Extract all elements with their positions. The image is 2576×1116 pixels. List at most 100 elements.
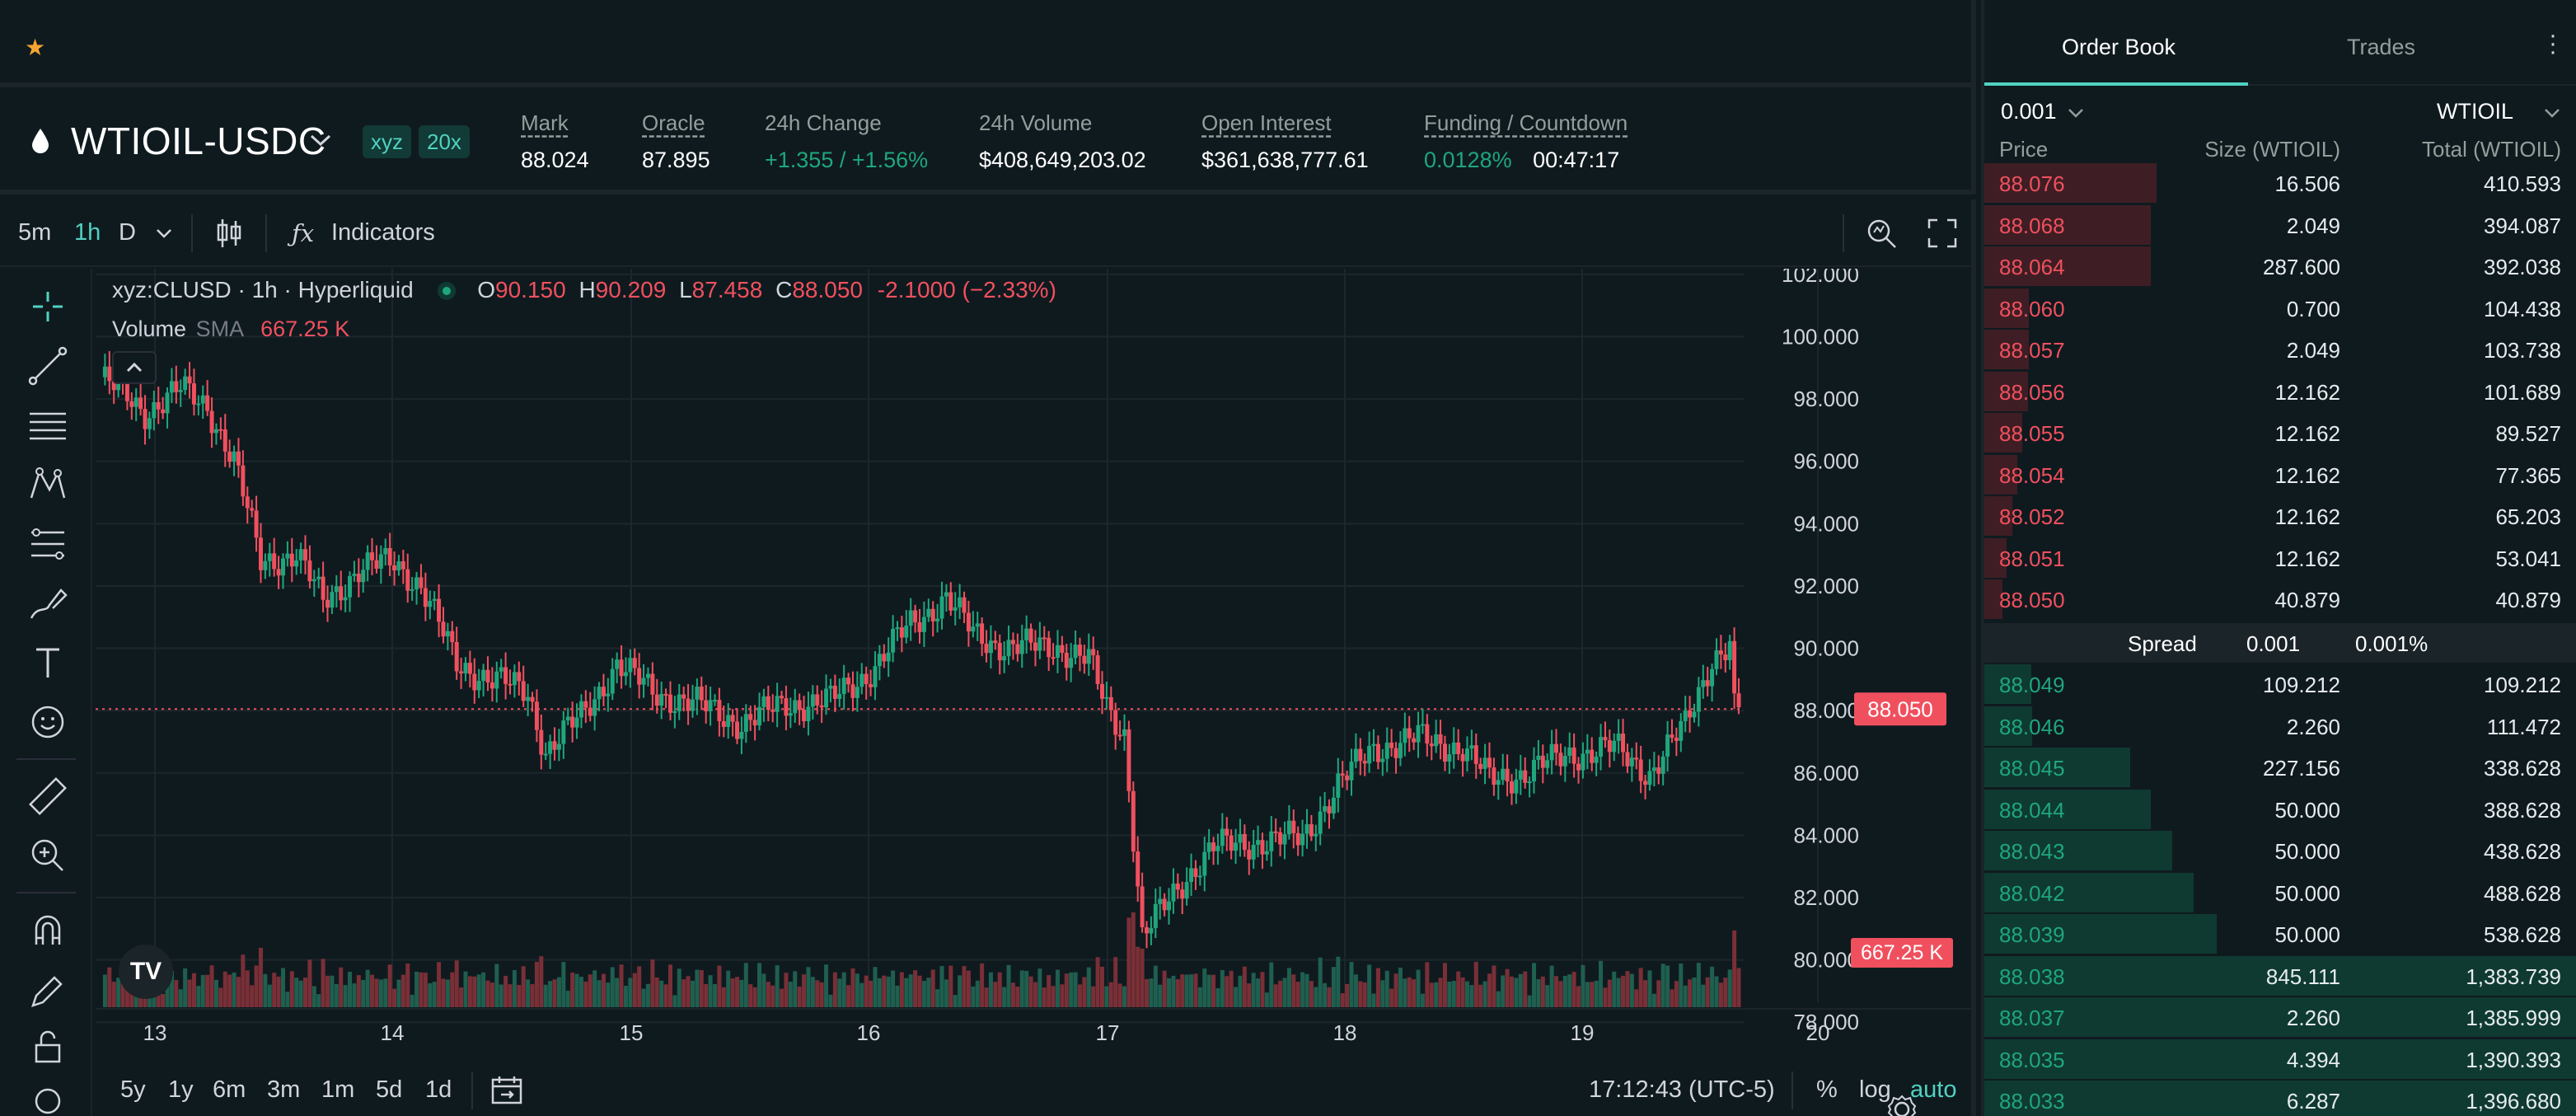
ask-row[interactable]: 88.060 0.700 104.438	[1984, 288, 2576, 328]
ask-row[interactable]: 88.052 12.162 65.203	[1984, 496, 2576, 536]
bid-row[interactable]: 88.033 6.287 1,396.680	[1984, 1081, 2576, 1116]
pattern-icon[interactable]	[25, 462, 71, 508]
ask-row[interactable]: 88.057 2.049 103.738	[1984, 330, 2576, 369]
tradingview-logo-icon[interactable]: TV	[119, 945, 173, 999]
tick-size-select[interactable]: 0.001	[2001, 99, 2057, 124]
tab-trades[interactable]: Trades	[2347, 35, 2416, 59]
bid-row[interactable]: 88.039 50.000 538.628	[1984, 914, 2576, 954]
emoji-icon[interactable]	[25, 699, 71, 745]
ask-row[interactable]: 88.056 12.162 101.689	[1984, 371, 2576, 411]
calendar-icon[interactable]	[489, 1073, 524, 1106]
volume-bar	[267, 984, 272, 1007]
volume-bar	[1225, 976, 1229, 1007]
candle-body	[1015, 644, 1020, 654]
candle-body	[650, 673, 655, 695]
bid-row[interactable]: 88.038 845.111 1,383.739	[1984, 955, 2576, 996]
chevron-down-icon[interactable]	[308, 132, 333, 148]
log-toggle[interactable]: log	[1859, 1076, 1891, 1103]
interval-5m[interactable]: 5m	[18, 219, 52, 246]
auto-toggle[interactable]: auto	[1910, 1076, 1957, 1103]
candle-body	[1220, 828, 1225, 846]
text-icon[interactable]	[25, 640, 71, 686]
stat-label[interactable]: Mark	[521, 110, 569, 135]
ruler-icon[interactable]	[25, 773, 71, 819]
chevron-down-icon[interactable]	[155, 227, 173, 239]
ask-row[interactable]: 88.064 287.600 392.038	[1984, 246, 2576, 286]
ask-row[interactable]: 88.068 2.049 394.087	[1984, 204, 2576, 245]
candle-body	[1042, 637, 1047, 640]
magnet-icon[interactable]	[25, 908, 71, 954]
candle-body	[1304, 823, 1309, 834]
range-1m[interactable]: 1m	[321, 1076, 355, 1103]
candle-body	[1393, 748, 1398, 758]
bid-row[interactable]: 88.045 227.156 338.628	[1984, 748, 2576, 787]
ask-row[interactable]: 88.054 12.162 77.365	[1984, 454, 2576, 495]
dex-badge: xyz	[363, 125, 411, 158]
volume-bar	[428, 982, 433, 1007]
settings-icon[interactable]	[1885, 1093, 1918, 1116]
ask-size: 12.162	[2274, 546, 2340, 571]
volume-bar	[601, 973, 606, 1007]
bid-row[interactable]: 88.035 4.394 1,390.393	[1984, 1039, 2576, 1079]
range-1y[interactable]: 1y	[168, 1076, 194, 1103]
chart-plot[interactable]: 102.000 100.000 98.000 96.000 94.000 92.000 90…	[96, 269, 1971, 1116]
range-3m[interactable]: 3m	[267, 1076, 301, 1103]
chevron-down-icon[interactable]	[2067, 107, 2085, 119]
candlestick-chart[interactable]: 102.000 100.000 98.000 96.000 94.000 92.000 90…	[96, 269, 1971, 1063]
volume-bar	[400, 974, 405, 1007]
bid-row[interactable]: 88.042 50.000 488.628	[1984, 872, 2576, 912]
ask-row[interactable]: 88.050 40.879 40.879	[1984, 579, 2576, 619]
crosshair-icon[interactable]	[25, 284, 71, 330]
ask-row[interactable]: 88.055 12.162 89.527	[1984, 413, 2576, 452]
stat-label[interactable]: Funding / Countdown	[1424, 110, 1628, 135]
volume-bar	[1612, 971, 1617, 1007]
range-1d[interactable]: 1d	[425, 1076, 452, 1103]
horizontal-lines-icon[interactable]	[25, 402, 71, 448]
bid-row[interactable]: 88.037 2.260 1,385.999	[1984, 997, 2576, 1037]
volume-bar	[437, 962, 442, 1007]
star-icon[interactable]: ★	[25, 35, 46, 60]
fib-icon[interactable]	[25, 521, 71, 567]
trendline-icon[interactable]	[25, 343, 71, 389]
more-vertical-icon[interactable]: · · ·	[2549, 21, 2557, 65]
zoom-search-icon[interactable]	[1864, 216, 1899, 251]
interval-1h[interactable]: 1h	[74, 219, 101, 246]
volume-bar	[218, 987, 223, 1007]
tab-order-book[interactable]: Order Book	[2062, 35, 2176, 59]
percent-toggle[interactable]: %	[1816, 1076, 1838, 1103]
candles-icon[interactable]	[213, 216, 246, 251]
bid-row[interactable]: 88.046 2.260 111.472	[1984, 706, 2576, 746]
bid-row[interactable]: 88.044 50.000 388.628	[1984, 789, 2576, 829]
lock-icon[interactable]	[25, 1024, 71, 1070]
bid-row[interactable]: 88.043 50.000 438.628	[1984, 831, 2576, 870]
volume-bar	[361, 979, 366, 1007]
range-6m[interactable]: 6m	[213, 1076, 246, 1103]
stat-label[interactable]: Oracle	[642, 110, 705, 135]
ask-row[interactable]: 88.051 12.162 53.041	[1984, 537, 2576, 578]
volume-bar	[1069, 972, 1074, 1007]
ask-row[interactable]: 88.076 16.506 410.593	[1984, 163, 2576, 203]
collapse-legend-button[interactable]	[112, 351, 157, 384]
bid-size: 2.260	[2286, 714, 2340, 739]
indicators-button[interactable]: Indicators	[331, 219, 435, 246]
bid-row[interactable]: 88.049 109.212 109.212	[1984, 664, 2576, 704]
volume-bar	[1416, 969, 1421, 1007]
brush-icon[interactable]	[25, 580, 71, 626]
legend-high: 90.209	[595, 277, 667, 302]
fx-icon[interactable]: ƒx	[292, 219, 315, 247]
market-symbol[interactable]: WTIOIL-USDC	[71, 120, 326, 162]
candle-body	[405, 569, 410, 591]
pencil-lock-icon[interactable]	[25, 968, 71, 1014]
chevron-down-icon[interactable]	[2543, 107, 2561, 119]
interval-d[interactable]: D	[119, 219, 136, 246]
zoom-in-icon[interactable]	[25, 832, 71, 879]
fullscreen-icon[interactable]	[1927, 218, 1958, 249]
eye-icon[interactable]	[25, 1076, 71, 1116]
volume-bar	[1451, 981, 1456, 1007]
legend-open: 90.150	[495, 277, 566, 302]
candle-body	[1420, 724, 1425, 726]
asset-select[interactable]: WTIOIL	[2437, 99, 2513, 124]
stat-label[interactable]: Open Interest	[1201, 110, 1332, 135]
range-5d[interactable]: 5d	[376, 1076, 403, 1103]
range-5y[interactable]: 5y	[120, 1076, 146, 1103]
